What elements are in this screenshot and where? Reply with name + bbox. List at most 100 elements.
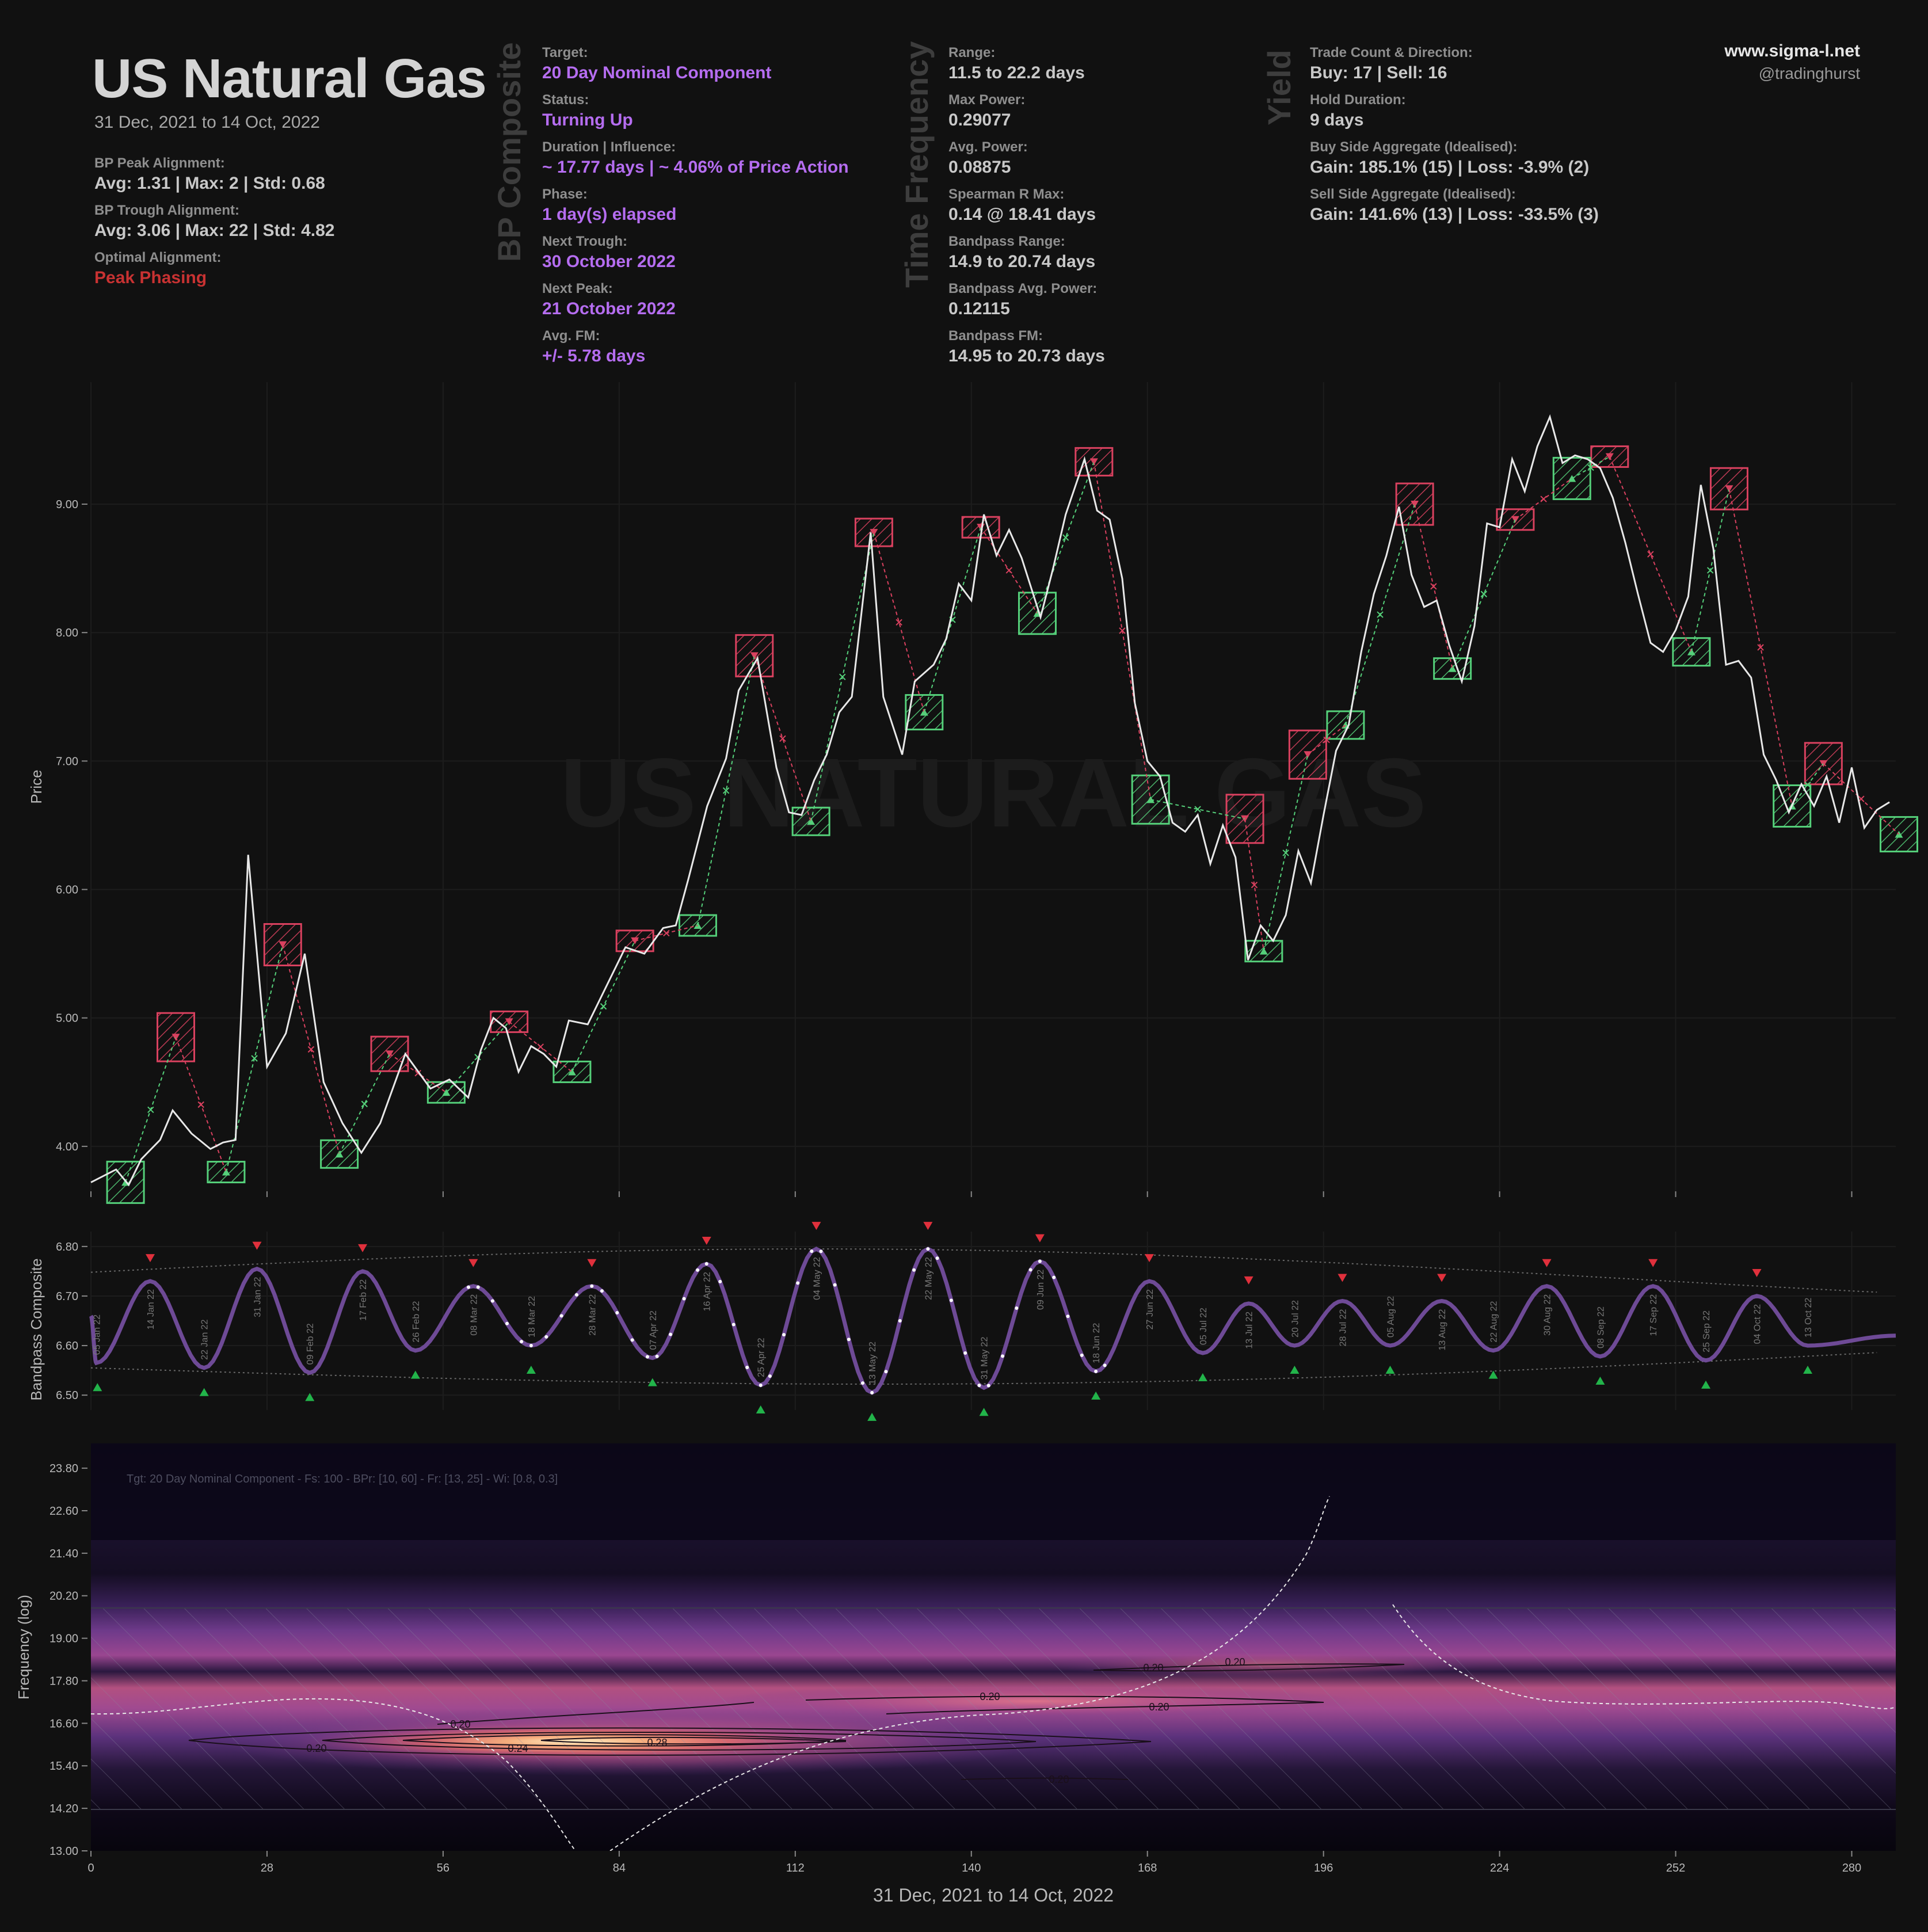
trough-marker — [93, 1383, 102, 1392]
range-label: Range: — [948, 45, 996, 60]
sell-aggregate-value: Gain: 141.6% (13) | Loss: -33.5% (3) — [1310, 205, 1599, 224]
x-tick-label: 280 — [1842, 1862, 1861, 1874]
bandpass-dot — [833, 1283, 837, 1287]
trough-marker — [1803, 1366, 1813, 1374]
social-handle: @tradinghurst — [1758, 64, 1860, 82]
sell-zone — [1709, 467, 1748, 510]
link-cross — [1323, 736, 1330, 744]
peak-alignment-label: BP Peak Alignment: — [94, 155, 225, 171]
date-range: 31 Dec, 2021 to 14 Oct, 2022 — [94, 113, 320, 132]
spearman-line-left — [91, 1698, 576, 1851]
sell-link — [1244, 818, 1264, 951]
trough-date-label: 26 Feb 22 — [411, 1301, 421, 1343]
x-tick-label: 168 — [1138, 1862, 1157, 1874]
trough-marker — [647, 1378, 657, 1386]
link-cross — [1480, 590, 1487, 597]
link-cross — [1005, 567, 1013, 574]
peak-date-label: 28 Mar 22 — [588, 1294, 597, 1336]
contour-0-24 — [402, 1734, 847, 1747]
bandpass-dot — [490, 1299, 494, 1303]
link-cross — [839, 673, 846, 680]
peak-marker — [811, 1222, 821, 1230]
y-tick-label: 19.00 — [49, 1633, 78, 1645]
spearman-line-mid — [609, 1496, 1330, 1851]
y-tick-label: 14.20 — [49, 1803, 78, 1815]
peak-date-label: 31 Jan 22 — [253, 1276, 262, 1317]
trough-date-label: 22 Jan 22 — [200, 1319, 210, 1359]
bandpass-dot — [590, 1284, 594, 1288]
y-tick-label: 6.80 — [56, 1241, 78, 1253]
trough-date-label: 07 Apr 22 — [649, 1310, 658, 1350]
bandpass-dot — [574, 1293, 578, 1297]
bandpass-dot — [745, 1366, 749, 1370]
link-cross — [1757, 644, 1764, 651]
next-trough-label: Next Trough: — [542, 234, 627, 249]
bandpass-panel: 14 Jan 22 31 Jan 22 17 Feb 22 08 Mar 22 28 M… — [28, 1222, 1896, 1421]
bandpass-dot — [926, 1247, 930, 1251]
y-tick-label: 16.60 — [49, 1717, 78, 1730]
spearman-label: Spearman R Max: — [948, 186, 1065, 202]
bandpass-dot — [704, 1262, 708, 1266]
peak-marker — [1437, 1274, 1447, 1282]
bp-avg-value: 0.12115 — [948, 299, 1010, 318]
price-grid — [90, 382, 1896, 1197]
range-value: 11.5 to 22.2 days — [948, 63, 1085, 82]
trough-date-label: 18 Mar 22 — [527, 1296, 537, 1337]
bandpass-dot — [520, 1340, 524, 1344]
trough-date-label: 05 Jan 22 — [92, 1314, 102, 1355]
trough-marker — [526, 1366, 536, 1374]
bandpass-dot — [963, 1351, 967, 1355]
status-value: Turning Up — [542, 110, 633, 129]
bandpass-dot — [847, 1337, 851, 1342]
peak-date-label: 08 Mar 22 — [469, 1294, 479, 1336]
bandpass-dot — [860, 1381, 864, 1385]
x-tick-label: 252 — [1666, 1862, 1685, 1874]
bandpass-dot — [731, 1323, 736, 1327]
next-trough-value: 30 October 2022 — [542, 252, 676, 271]
trough-date-label: 22 Aug 22 — [1489, 1301, 1499, 1342]
trough-marker — [867, 1412, 877, 1421]
bandpass-dot — [682, 1297, 686, 1301]
trough-date-label: 05 Aug 22 — [1386, 1296, 1396, 1337]
trough-marker — [1595, 1377, 1605, 1385]
buy-aggregate-value: Gain: 185.1% (15) | Loss: -3.9% (2) — [1310, 158, 1590, 177]
bandpass-dot — [768, 1374, 772, 1378]
bandpass-wave — [89, 1247, 1896, 1395]
bandpass-dot — [1066, 1314, 1070, 1319]
bandpass-dot — [796, 1281, 800, 1285]
contour-label: 0.20 — [1049, 1774, 1069, 1785]
peak-date-label: 09 Jun 22 — [1036, 1270, 1046, 1310]
link-cross — [307, 1046, 315, 1053]
max-power-label: Max Power: — [948, 92, 1026, 108]
y-tick-label: 13.00 — [49, 1845, 78, 1858]
sell-aggregate-label: Sell Side Aggregate (Idealised): — [1310, 186, 1516, 202]
bandpass-dot — [977, 1384, 981, 1388]
link-cross — [1587, 464, 1594, 471]
trough-marker — [410, 1370, 420, 1379]
trough-date-label: 05 Jul 22 — [1199, 1308, 1209, 1345]
y-tick-label: 15.40 — [49, 1760, 78, 1773]
link-cross — [1377, 611, 1384, 618]
bandpass-dot — [810, 1249, 814, 1253]
buy-link — [697, 656, 755, 926]
bp-avg-label: Bandpass Avg. Power: — [948, 281, 1098, 296]
bandpass-dot — [1001, 1354, 1005, 1358]
price-axis-label: Price — [28, 769, 45, 803]
y-tick-label: 6.60 — [56, 1340, 78, 1352]
contour-label: 0.24 — [508, 1743, 528, 1754]
link-cross — [722, 787, 730, 794]
bandpass-dot — [696, 1268, 700, 1272]
status-label: Status: — [542, 92, 589, 108]
peak-marker — [468, 1259, 478, 1267]
trough-date-label: 25 Apr 22 — [757, 1337, 767, 1377]
bp-fm-label: Bandpass FM: — [948, 328, 1043, 344]
contour-mid — [805, 1695, 1324, 1714]
bandpass-dot — [1080, 1353, 1084, 1357]
bandpass-dot — [884, 1370, 888, 1374]
bandpass-envelope-upper — [90, 1248, 1877, 1293]
contour-label: 0.20 — [1149, 1701, 1169, 1713]
duration-label: Duration | Influence: — [542, 139, 676, 155]
avg-power-label: Avg. Power: — [948, 139, 1028, 155]
site-link[interactable]: www.sigma-l.net — [1724, 41, 1860, 60]
contour-label: 0.20 — [1225, 1656, 1245, 1668]
